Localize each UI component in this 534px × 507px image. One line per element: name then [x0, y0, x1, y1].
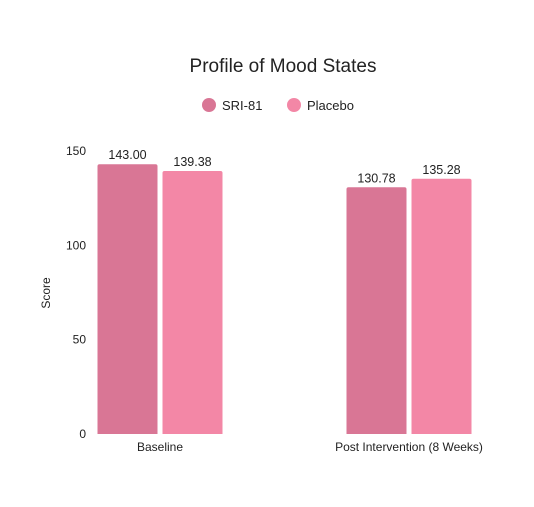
bars [97, 164, 472, 434]
y-tick-label: 150 [66, 144, 86, 158]
x-tick-label: Baseline [137, 440, 183, 454]
x-axis-ticks: Baseline Post Intervention (8 Weeks) [137, 440, 483, 454]
legend-swatch-sri-81 [202, 98, 216, 112]
chart-title: Profile of Mood States [190, 56, 377, 77]
bar-sri-81-post-intervention [346, 187, 407, 434]
bar-value-label: 143.00 [108, 148, 146, 162]
legend: SRI-81 Placebo [202, 98, 354, 113]
y-tick-label: 100 [66, 238, 86, 252]
x-tick-label: Post Intervention (8 Weeks) [335, 440, 483, 454]
value-labels: 143.00 139.38 130.78 135.28 [108, 148, 460, 185]
legend-label-placebo: Placebo [307, 98, 354, 113]
bar-placebo-baseline [162, 171, 223, 434]
y-axis-ticks: 0 50 100 150 [66, 144, 86, 441]
y-tick-label: 0 [79, 427, 86, 441]
bar-value-label: 130.78 [357, 171, 395, 185]
bar-placebo-post-intervention [411, 178, 472, 434]
bar-value-label: 135.28 [422, 163, 460, 177]
y-tick-label: 50 [73, 333, 87, 347]
y-axis-title: Score [39, 277, 53, 309]
legend-label-sri-81: SRI-81 [222, 98, 262, 113]
bar-sri-81-baseline [97, 164, 158, 434]
bar-value-label: 139.38 [173, 155, 211, 169]
legend-swatch-placebo [287, 98, 301, 112]
